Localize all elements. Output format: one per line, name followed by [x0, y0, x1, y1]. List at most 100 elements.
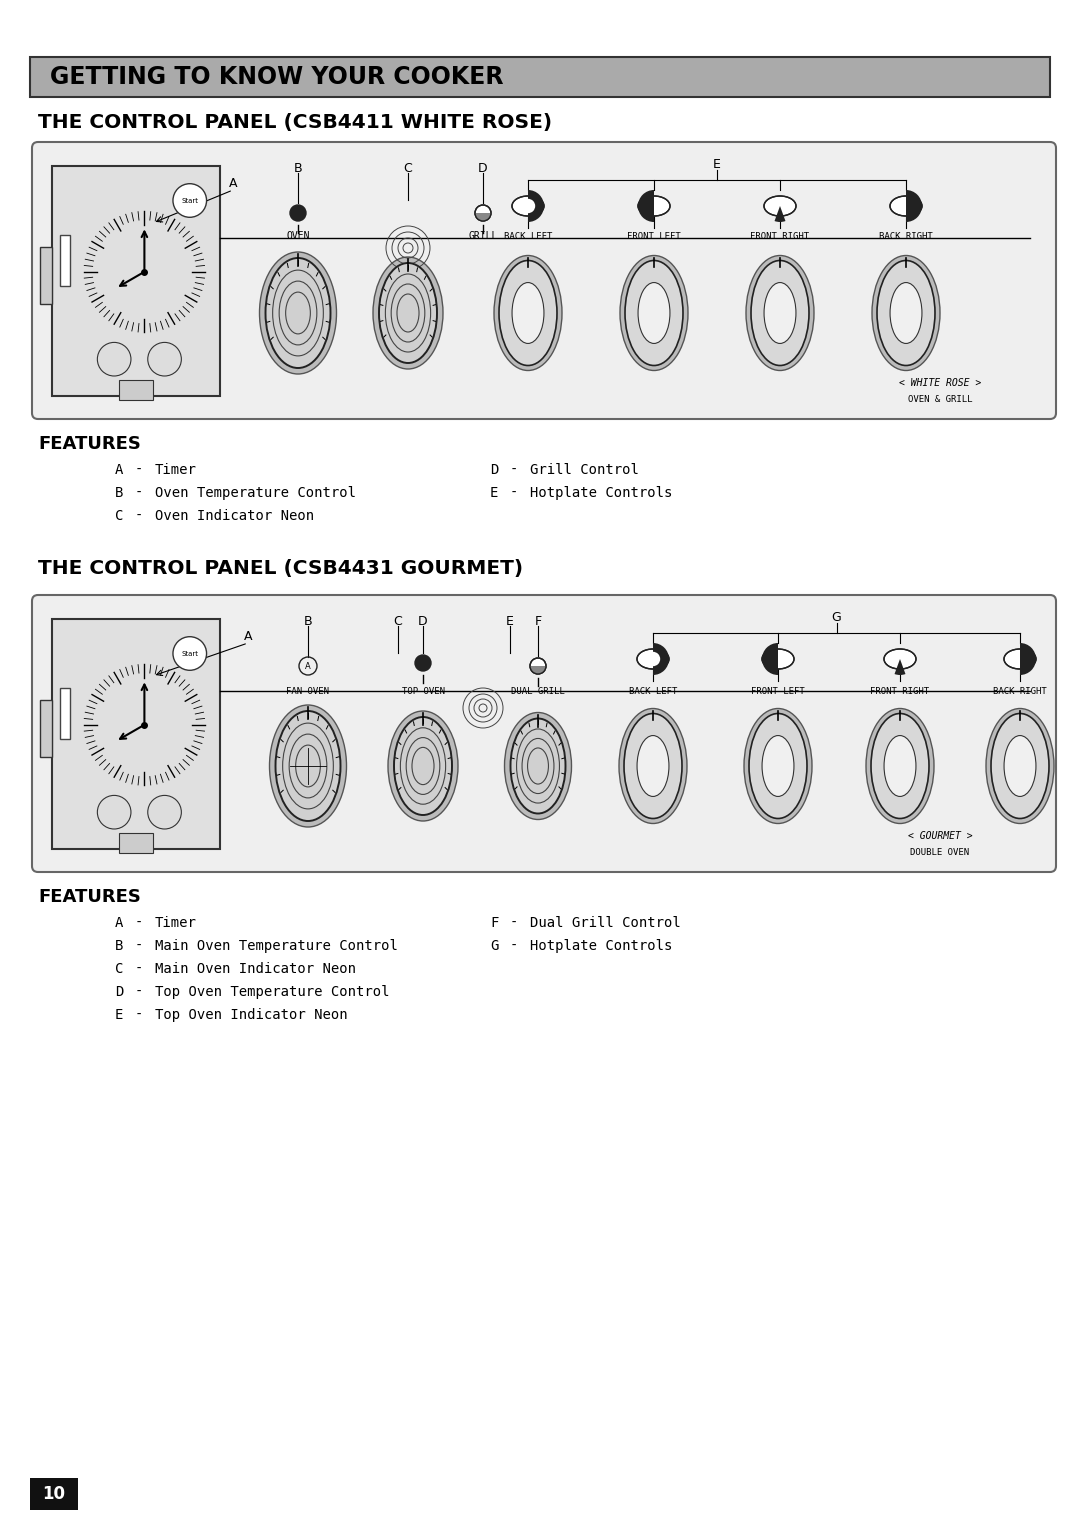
Bar — [119, 380, 152, 400]
Ellipse shape — [762, 735, 794, 796]
Ellipse shape — [625, 260, 683, 365]
Wedge shape — [774, 206, 785, 222]
Text: DUAL GRILL: DUAL GRILL — [511, 686, 565, 695]
Ellipse shape — [750, 714, 807, 819]
Ellipse shape — [259, 252, 337, 374]
Text: E: E — [507, 614, 514, 628]
Text: A: A — [244, 630, 253, 642]
Text: B: B — [303, 614, 312, 628]
Bar — [52, 167, 220, 396]
Text: B: B — [294, 162, 302, 174]
Text: Timer: Timer — [156, 463, 197, 477]
Text: BACK RIGHT: BACK RIGHT — [879, 232, 933, 240]
Ellipse shape — [388, 711, 458, 821]
Text: -: - — [135, 486, 144, 500]
Text: FEATURES: FEATURES — [38, 435, 140, 452]
Ellipse shape — [890, 283, 922, 344]
Text: -: - — [135, 1008, 144, 1022]
Text: THE CONTROL PANEL (CSB4431 GOURMET): THE CONTROL PANEL (CSB4431 GOURMET) — [38, 559, 523, 578]
Text: TOP OVEN: TOP OVEN — [402, 686, 445, 695]
Text: B: B — [114, 486, 123, 500]
Ellipse shape — [877, 260, 935, 365]
Text: F: F — [535, 614, 541, 628]
Text: GETTING TO KNOW YOUR COOKER: GETTING TO KNOW YOUR COOKER — [50, 66, 503, 89]
Text: FAN OVEN: FAN OVEN — [286, 686, 329, 695]
Circle shape — [173, 183, 206, 217]
Circle shape — [148, 796, 181, 830]
Text: Start: Start — [181, 651, 199, 657]
Ellipse shape — [511, 718, 566, 813]
Text: Dual Grill Control: Dual Grill Control — [530, 915, 680, 931]
Ellipse shape — [619, 709, 687, 824]
Text: Main Oven Temperature Control: Main Oven Temperature Control — [156, 940, 397, 953]
Text: A: A — [114, 915, 123, 931]
Text: D: D — [478, 162, 488, 174]
Text: DOUBLE OVEN: DOUBLE OVEN — [910, 848, 970, 857]
Text: Hotplate Controls: Hotplate Controls — [530, 940, 673, 953]
Ellipse shape — [872, 255, 940, 370]
Circle shape — [530, 659, 546, 674]
Text: Grill Control: Grill Control — [530, 463, 639, 477]
Text: G: G — [832, 611, 841, 623]
Ellipse shape — [504, 712, 571, 819]
Text: A: A — [306, 662, 311, 671]
Text: C: C — [114, 963, 123, 976]
Circle shape — [97, 342, 131, 376]
Ellipse shape — [986, 709, 1054, 824]
Ellipse shape — [751, 260, 809, 365]
Text: FRONT RIGHT: FRONT RIGHT — [751, 232, 810, 240]
Ellipse shape — [266, 258, 330, 368]
Text: Start: Start — [181, 197, 199, 203]
Text: < GOURMET >: < GOURMET > — [907, 831, 972, 840]
Text: C: C — [404, 162, 413, 174]
Ellipse shape — [373, 257, 443, 368]
Wedge shape — [528, 199, 536, 214]
Bar — [40, 700, 52, 756]
Text: -: - — [135, 986, 144, 999]
Ellipse shape — [512, 196, 544, 215]
Text: FEATURES: FEATURES — [38, 888, 140, 906]
Text: E: E — [713, 157, 721, 171]
Wedge shape — [638, 189, 654, 222]
Ellipse shape — [991, 714, 1049, 819]
Ellipse shape — [764, 283, 796, 344]
Text: 10: 10 — [42, 1485, 66, 1504]
Ellipse shape — [870, 714, 929, 819]
Bar — [40, 246, 52, 304]
Text: Top Oven Temperature Control: Top Oven Temperature Control — [156, 986, 390, 999]
Wedge shape — [530, 666, 546, 674]
Wedge shape — [653, 643, 669, 675]
Wedge shape — [1020, 643, 1036, 675]
Wedge shape — [528, 189, 544, 222]
Ellipse shape — [866, 709, 934, 824]
Text: A: A — [229, 177, 238, 189]
Text: < WHITE ROSE >: < WHITE ROSE > — [899, 377, 981, 388]
Text: F: F — [490, 915, 498, 931]
Ellipse shape — [885, 735, 916, 796]
Text: B: B — [114, 940, 123, 953]
Ellipse shape — [275, 711, 340, 821]
Bar — [119, 833, 152, 853]
Circle shape — [475, 205, 491, 222]
Bar — [60, 235, 70, 286]
Bar — [52, 619, 220, 850]
Text: Main Oven Indicator Neon: Main Oven Indicator Neon — [156, 963, 356, 976]
Text: Hotplate Controls: Hotplate Controls — [530, 486, 673, 500]
Circle shape — [148, 342, 181, 376]
Text: GRILL: GRILL — [469, 231, 498, 241]
Ellipse shape — [620, 255, 688, 370]
Ellipse shape — [512, 283, 544, 344]
Ellipse shape — [744, 709, 812, 824]
Text: -: - — [510, 940, 518, 953]
FancyBboxPatch shape — [32, 142, 1056, 419]
Ellipse shape — [1004, 649, 1036, 669]
Text: -: - — [135, 915, 144, 931]
Text: BACK RIGHT: BACK RIGHT — [994, 686, 1047, 695]
Text: THE CONTROL PANEL (CSB4411 WHITE ROSE): THE CONTROL PANEL (CSB4411 WHITE ROSE) — [38, 113, 552, 131]
Text: Oven Indicator Neon: Oven Indicator Neon — [156, 509, 314, 523]
Ellipse shape — [746, 255, 814, 370]
Circle shape — [291, 205, 306, 222]
Text: Oven Temperature Control: Oven Temperature Control — [156, 486, 356, 500]
Ellipse shape — [762, 649, 794, 669]
Text: -: - — [135, 509, 144, 523]
